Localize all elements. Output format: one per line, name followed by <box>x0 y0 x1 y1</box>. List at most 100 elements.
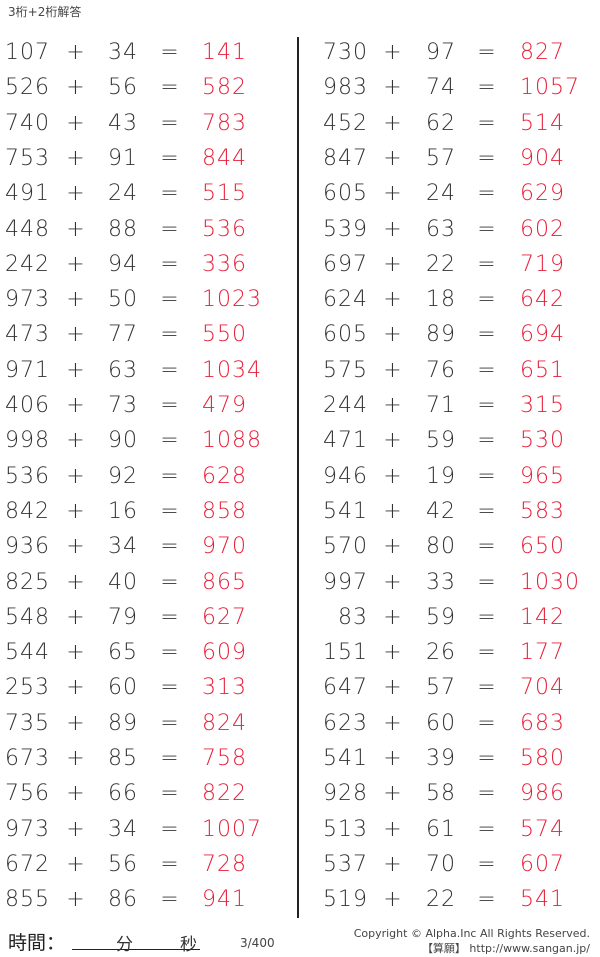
addend-b: 89 <box>426 322 456 348</box>
addend-b: 59 <box>426 428 456 454</box>
answer: 904 <box>520 145 565 171</box>
addend-b: 76 <box>426 357 456 383</box>
addend-b: 74 <box>426 75 456 101</box>
plus-sign: + <box>66 428 86 454</box>
equals-sign: = <box>477 40 497 65</box>
addend-b: 22 <box>426 251 456 277</box>
addend-b: 71 <box>426 393 456 418</box>
equals-sign: = <box>477 781 497 807</box>
problem-row: 730 +97 = 827 <box>0 38 600 68</box>
problem-row: 253 +60 = 313 <box>0 673 600 703</box>
addend-b: 89 <box>108 710 138 736</box>
equals-sign: = <box>160 428 180 454</box>
minutes-label: 分 <box>116 935 133 955</box>
answer: 536 <box>202 216 247 242</box>
addend-b: 65 <box>108 640 138 666</box>
addend-b: 40 <box>108 569 138 595</box>
problem-row: 673 +85 = 758 <box>0 744 600 774</box>
addend-a: 730 <box>323 40 368 65</box>
equals-sign: = <box>160 569 180 595</box>
addend-b: 90 <box>108 428 138 454</box>
plus-sign: + <box>383 110 403 136</box>
addend-a: 473 <box>5 322 50 348</box>
problem-row: 946 +19 = 965 <box>0 462 600 492</box>
problem-row: 536 +92 = 628 <box>0 462 600 492</box>
answer: 651 <box>520 357 565 383</box>
problem-row: 936 +34 = 970 <box>0 532 600 562</box>
addend-a: 536 <box>5 463 50 489</box>
addend-a: 740 <box>5 110 50 136</box>
problem-row: 855 +86 = 941 <box>0 885 600 915</box>
plus-sign: + <box>383 251 403 277</box>
equals-sign: = <box>477 181 497 207</box>
answer: 583 <box>520 498 565 524</box>
equals-sign: = <box>160 851 180 877</box>
problem-row: 537 +70 = 607 <box>0 850 600 880</box>
addend-b: 79 <box>108 604 138 630</box>
problem-row: 519 +22 = 541 <box>0 885 600 915</box>
equals-sign: = <box>477 710 497 736</box>
plus-sign: + <box>66 181 86 207</box>
problem-row: 672 +56 = 728 <box>0 850 600 880</box>
plus-sign: + <box>383 710 403 736</box>
plus-sign: + <box>66 710 86 736</box>
addend-a: 83 <box>338 604 368 630</box>
problem-row: 491 +24 = 515 <box>0 179 600 209</box>
equals-sign: = <box>477 322 497 348</box>
addend-b: 56 <box>108 851 138 877</box>
answer: 1088 <box>202 428 262 454</box>
addend-b: 61 <box>426 816 456 842</box>
plus-sign: + <box>383 640 403 666</box>
addend-b: 58 <box>426 781 456 807</box>
equals-sign: = <box>160 781 180 807</box>
addend-b: 63 <box>108 357 138 383</box>
answer: 827 <box>520 40 565 65</box>
plus-sign: + <box>66 393 86 418</box>
addend-a: 605 <box>323 322 368 348</box>
equals-sign: = <box>477 216 497 242</box>
addend-a: 973 <box>5 816 50 842</box>
addend-b: 88 <box>108 216 138 242</box>
answer: 704 <box>520 675 565 701</box>
addend-a: 847 <box>323 145 368 171</box>
problem-row: 605 +89 = 694 <box>0 320 600 350</box>
addend-b: 91 <box>108 145 138 171</box>
answer: 629 <box>520 181 565 207</box>
time-input-line <box>72 949 200 950</box>
addend-b: 16 <box>108 498 138 524</box>
problem-row: 973 +50 = 1023 <box>0 285 600 315</box>
problem-row: 624 +18 = 642 <box>0 285 600 315</box>
addend-a: 575 <box>323 357 368 383</box>
plus-sign: + <box>66 110 86 136</box>
equals-sign: = <box>477 428 497 454</box>
plus-sign: + <box>383 393 403 418</box>
addend-a: 946 <box>323 463 368 489</box>
addend-b: 94 <box>108 251 138 277</box>
equals-sign: = <box>160 145 180 171</box>
answer: 607 <box>520 851 565 877</box>
problem-row: 973 +34 = 1007 <box>0 815 600 845</box>
addend-b: 18 <box>426 287 456 313</box>
addend-a: 605 <box>323 181 368 207</box>
answer: 336 <box>202 251 247 277</box>
problem-row: 575 +76 = 651 <box>0 356 600 386</box>
answer: 844 <box>202 145 247 171</box>
addend-b: 92 <box>108 463 138 489</box>
addend-b: 66 <box>108 781 138 807</box>
problem-row: 471 +59 = 530 <box>0 426 600 456</box>
addend-b: 39 <box>426 746 456 771</box>
answer: 822 <box>202 781 247 807</box>
worksheet-title: 3桁+2桁解答 <box>8 5 82 19</box>
plus-sign: + <box>383 357 403 383</box>
answer: 941 <box>202 887 247 913</box>
equals-sign: = <box>160 816 180 842</box>
plus-sign: + <box>66 75 86 101</box>
plus-sign: + <box>383 498 403 524</box>
addend-b: 24 <box>426 181 456 207</box>
addend-b: 70 <box>426 851 456 877</box>
addend-a: 537 <box>323 851 368 877</box>
equals-sign: = <box>160 216 180 242</box>
plus-sign: + <box>383 675 403 701</box>
answer: 580 <box>520 746 565 771</box>
plus-sign: + <box>383 887 403 913</box>
